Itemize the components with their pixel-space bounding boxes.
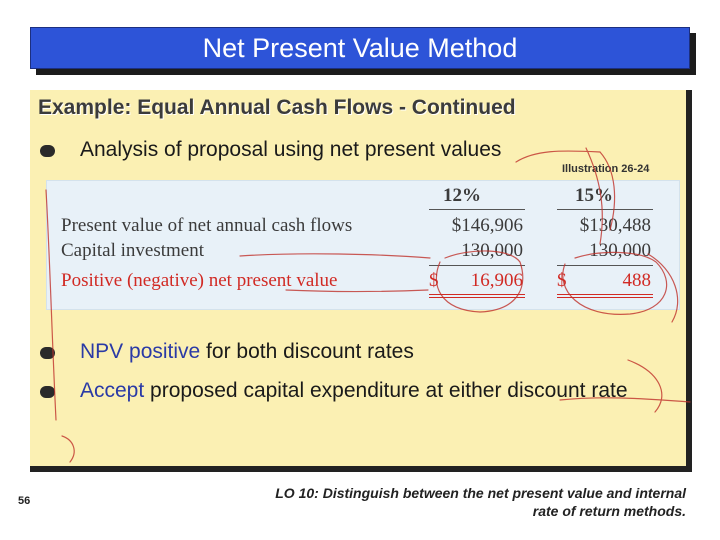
annotation-stroke [285,289,429,293]
header-rule-2 [557,209,653,210]
learning-objective: LO 10: Distinguish between the net prese… [275,485,686,519]
double-rule-1b [429,297,525,298]
row-label-npv: Positive (negative) net present value [61,270,338,291]
annotation-stroke [559,397,691,403]
total-rule-1 [429,265,525,266]
bullet-text-2: NPV positive for both discount rates [80,338,414,365]
slide-title: Net Present Value Method [202,32,518,63]
column-header-15: 15% [575,185,613,206]
bullet-text-3: Accept proposed capital expenditure at e… [80,377,670,404]
double-rule-2a [557,294,653,295]
cell-ci-15: 130,000 [589,240,651,261]
column-header-12: 12% [443,185,481,206]
row-label-capital-investment: Capital investment [61,240,205,261]
npv-dollar-12: $ [429,270,439,291]
total-rule-2 [557,265,653,266]
double-rule-1a [429,294,525,295]
title-bar: Net Present Value Method [30,27,690,69]
header-rule-1 [429,209,525,210]
content-panel: Example: Equal Annual Cash Flows - Conti… [30,90,692,472]
row-label-pv-cash-flows: Present value of net annual cash flows [61,215,353,236]
annotation-stroke [585,147,603,245]
annotation-stroke [45,189,57,421]
bullet-icon [40,386,55,398]
double-rule-2b [557,297,653,298]
bullet-icon [40,145,55,157]
slide-subtitle: Example: Equal Annual Cash Flows - Conti… [38,96,516,119]
cell-npv-15: 488 [622,270,652,291]
annotation-stroke [562,251,668,315]
annotation-stroke [599,151,616,231]
annotation-stroke [647,253,679,323]
cell-pv-15: $130,488 [579,215,651,236]
cell-pv-12: $146,906 [451,215,523,236]
bullet-3-rest: proposed capital expenditure at either d… [144,379,628,402]
bullet-2-rest: for both discount rates [200,340,414,363]
cell-ci-12: 130,000 [461,240,523,261]
cell-npv-12: 16,906 [470,270,523,291]
npv-dollar-15: $ [557,270,567,291]
bullet-2-emphasis: NPV positive [80,340,201,363]
annotation-stroke [627,359,663,413]
bullet-3-emphasis: Accept [80,379,145,402]
annotation-stroke [515,150,601,163]
bullet-icon [40,347,55,359]
illustration-label: Illustration 26-24 [562,163,650,175]
slide-number: 56 [18,495,31,507]
annotation-stroke [435,250,524,313]
bullet-text-1: Analysis of proposal using net present v… [80,138,502,161]
npv-table: 12% 15% Present value of net annual cash… [46,180,680,310]
annotation-stroke [239,253,431,259]
annotation-stroke [61,435,75,463]
